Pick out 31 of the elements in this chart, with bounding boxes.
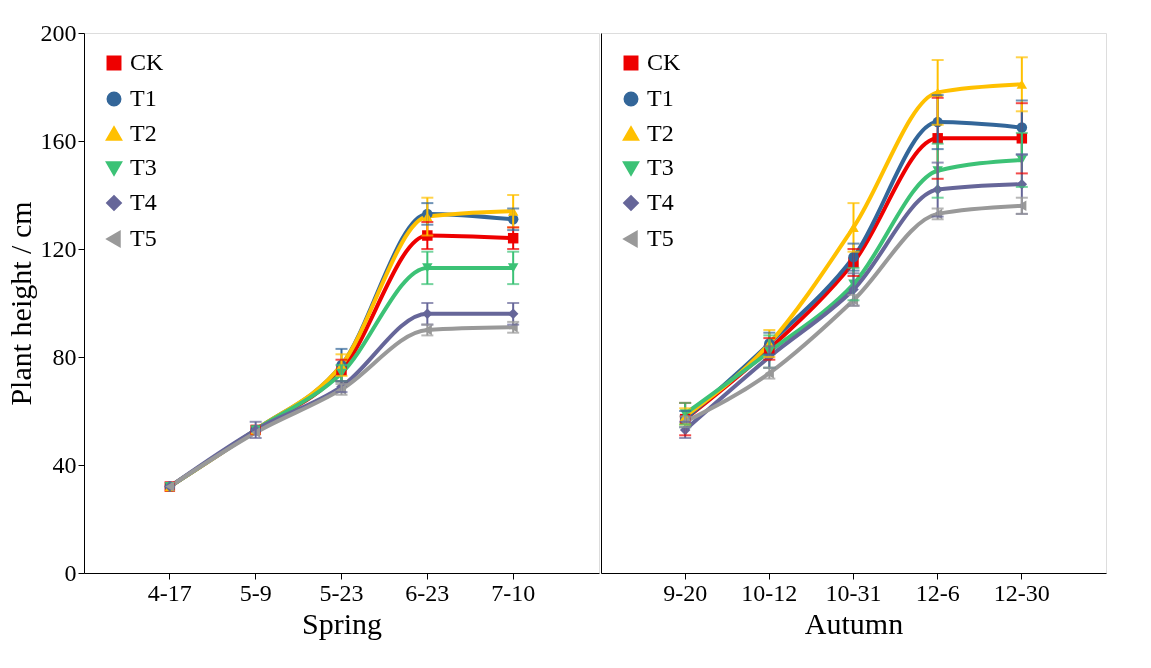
x-tick-label: 5-23 — [319, 579, 364, 606]
y-tick-label: 160 — [40, 127, 77, 154]
legend-label: T3 — [130, 154, 157, 180]
legend-label: T2 — [130, 120, 157, 146]
x-tick-label: 12-30 — [993, 579, 1050, 606]
x-axis-title: Spring — [301, 606, 383, 640]
y-tick-label: 40 — [52, 451, 77, 478]
y-tick-label: 200 — [40, 19, 77, 46]
x-tick-label: 9-20 — [663, 579, 708, 606]
legend-label: T5 — [130, 225, 157, 251]
x-tick-label: 10-12 — [741, 579, 798, 606]
y-axis-title: Plant height / cm — [3, 201, 37, 406]
legend-label: T2 — [647, 120, 674, 146]
legend-label: T1 — [647, 85, 674, 111]
x-tick-label: 12-6 — [915, 579, 960, 606]
x-tick-label: 4-17 — [147, 579, 192, 606]
legend-label: CK — [130, 49, 165, 75]
y-tick-label: 0 — [64, 559, 77, 586]
legend-label: T4 — [130, 189, 157, 215]
x-tick-label: 7-10 — [491, 579, 536, 606]
legend-label: T4 — [647, 189, 674, 215]
x-axis-title: Autumn — [804, 606, 904, 640]
legend-label: T5 — [647, 225, 674, 251]
legend-label: T3 — [647, 154, 674, 180]
x-tick-label: 10-31 — [825, 579, 882, 606]
y-tick-label: 120 — [40, 235, 77, 262]
x-tick-label: 6-23 — [405, 579, 450, 606]
legend-label: CK — [647, 49, 682, 75]
y-tick-label: 80 — [52, 343, 77, 370]
x-tick-label: 5-9 — [239, 579, 272, 606]
legend-label: T1 — [130, 85, 157, 111]
